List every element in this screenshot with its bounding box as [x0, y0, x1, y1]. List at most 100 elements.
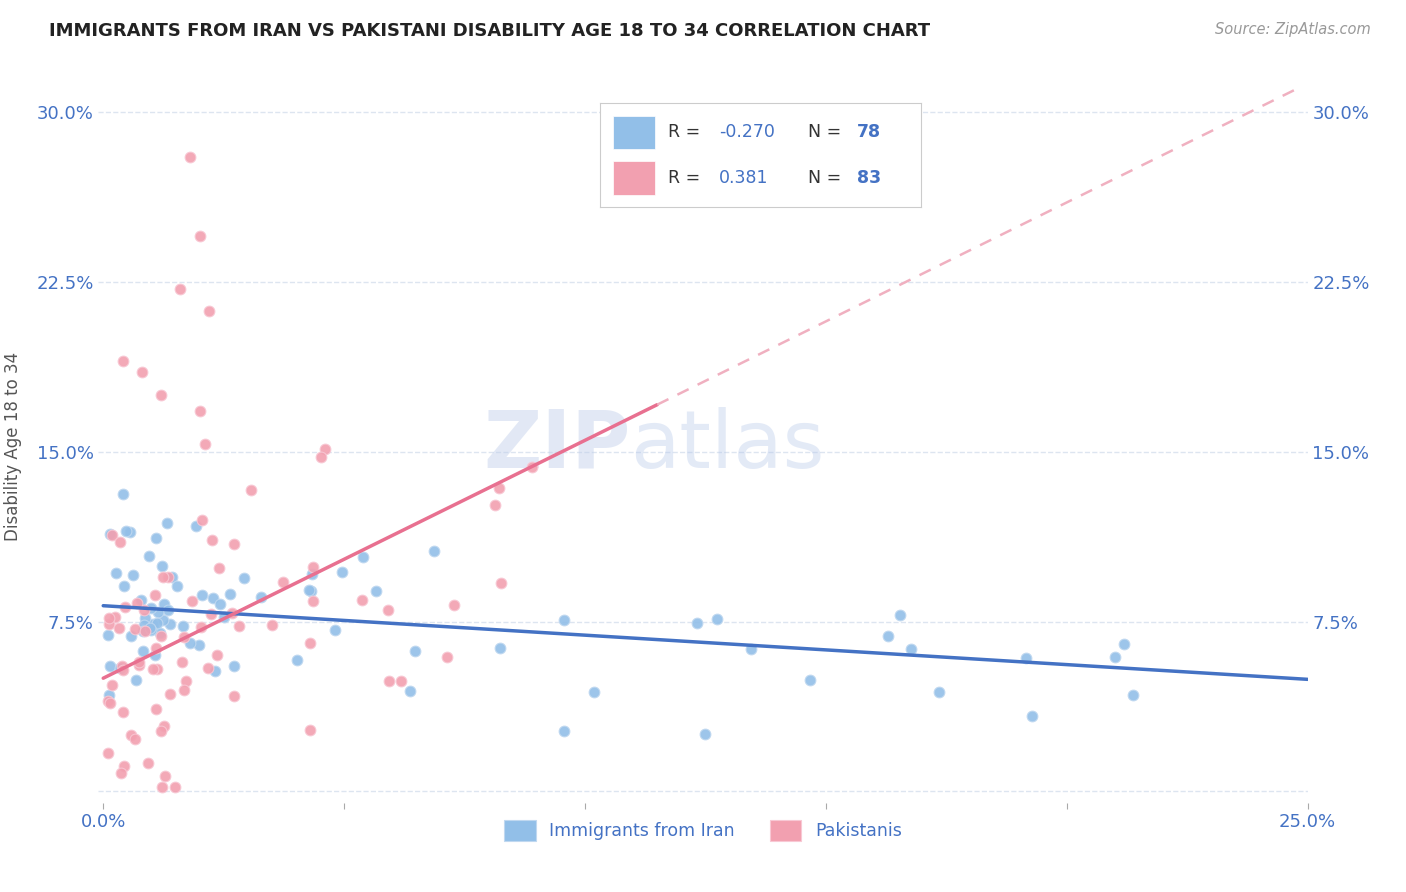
Point: [553, 724, 575, 739]
Point: [112, 579, 135, 593]
Point: [181, 594, 204, 608]
Point: [111, 705, 134, 719]
Point: [404, 644, 426, 658]
Point: [152, 613, 174, 627]
Point: [302, 559, 325, 574]
Point: [150, 559, 173, 574]
Point: [129, 593, 152, 607]
Point: [325, 623, 347, 637]
Point: [1114, 637, 1136, 651]
Point: [877, 629, 900, 643]
Point: [799, 673, 821, 687]
Point: [928, 685, 950, 699]
Legend: Immigrants from Iran, Pakistanis: Immigrants from Iran, Pakistanis: [498, 813, 908, 847]
Point: [128, 658, 150, 673]
Point: [120, 728, 142, 742]
Point: [98, 696, 121, 710]
Point: [172, 655, 194, 669]
Point: [188, 404, 211, 418]
Point: [150, 388, 173, 402]
Point: [174, 673, 197, 688]
Point: [298, 583, 321, 598]
Point: [169, 281, 191, 295]
Point: [146, 605, 169, 619]
Point: [208, 561, 231, 575]
Point: [141, 623, 163, 637]
Point: [98, 527, 121, 541]
Point: [228, 618, 250, 632]
Point: [222, 537, 245, 551]
Point: [212, 610, 235, 624]
Point: [139, 600, 162, 615]
Point: [695, 727, 717, 741]
Point: [142, 616, 165, 631]
Point: [191, 588, 214, 602]
Point: [352, 593, 374, 607]
Text: atlas: atlas: [630, 407, 825, 485]
Text: ZIP: ZIP: [484, 407, 630, 485]
Point: [194, 437, 217, 451]
Point: [207, 648, 229, 662]
Point: [202, 591, 225, 605]
Point: [108, 534, 131, 549]
Point: [150, 780, 173, 794]
Point: [173, 682, 195, 697]
Point: [149, 629, 172, 643]
Point: [398, 684, 420, 698]
Point: [201, 533, 224, 548]
Point: [179, 150, 201, 164]
Point: [233, 571, 256, 585]
Point: [145, 648, 167, 662]
Point: [160, 569, 183, 583]
Point: [298, 723, 321, 738]
Point: [110, 661, 132, 675]
Point: [740, 642, 762, 657]
Point: [302, 594, 325, 608]
Point: [120, 629, 142, 643]
Point: [553, 613, 575, 627]
Point: [301, 566, 323, 581]
Point: [520, 460, 543, 475]
Point: [142, 663, 165, 677]
Point: [134, 611, 156, 625]
Point: [173, 630, 195, 644]
Point: [222, 689, 245, 703]
Point: [706, 611, 728, 625]
Point: [143, 588, 166, 602]
Point: [190, 620, 212, 634]
Point: [132, 624, 155, 638]
Point: [378, 674, 401, 689]
Point: [132, 603, 155, 617]
Point: [330, 566, 353, 580]
Point: [101, 528, 124, 542]
Point: [152, 597, 174, 611]
Point: [134, 624, 156, 638]
Point: [364, 583, 387, 598]
Point: [389, 673, 412, 688]
Point: [1014, 650, 1036, 665]
Point: [159, 616, 181, 631]
Point: [156, 603, 179, 617]
Point: [145, 702, 167, 716]
Point: [240, 483, 263, 498]
Point: [148, 625, 170, 640]
Point: [889, 608, 911, 623]
Point: [145, 661, 167, 675]
Point: [582, 684, 605, 698]
Point: [127, 596, 149, 610]
Text: IMMIGRANTS FROM IRAN VS PAKISTANI DISABILITY AGE 18 TO 34 CORRELATION CHART: IMMIGRANTS FROM IRAN VS PAKISTANI DISABI…: [49, 22, 931, 40]
Point: [111, 658, 134, 673]
Point: [188, 638, 211, 652]
Point: [128, 655, 150, 669]
Point: [285, 653, 308, 667]
Point: [352, 549, 374, 564]
Point: [131, 365, 153, 379]
Point: [299, 584, 322, 599]
Point: [488, 481, 510, 495]
Point: [98, 688, 121, 702]
Point: [299, 636, 322, 650]
Point: [108, 621, 131, 635]
Point: [1104, 650, 1126, 665]
Point: [166, 579, 188, 593]
Point: [188, 229, 211, 244]
